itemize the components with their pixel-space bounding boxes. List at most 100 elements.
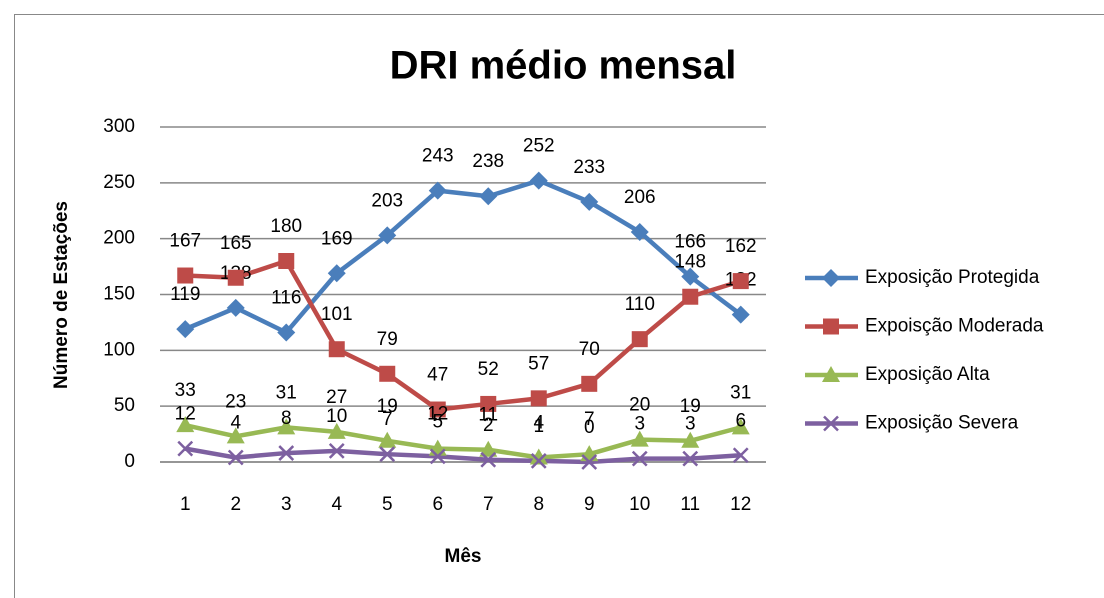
- marker: [479, 187, 498, 206]
- marker: [630, 222, 649, 241]
- data-label: 12: [427, 404, 448, 425]
- data-label: 169: [321, 228, 353, 249]
- data-label: 7: [584, 409, 595, 430]
- marker: [581, 375, 598, 392]
- x-tick-label: 2: [230, 494, 241, 515]
- data-label: 233: [573, 157, 605, 178]
- series-line: [185, 258, 742, 412]
- marker: [480, 395, 497, 412]
- data-label: 252: [523, 136, 555, 157]
- marker: [580, 192, 599, 211]
- marker: [479, 440, 498, 457]
- data-label: 101: [321, 304, 353, 325]
- y-tick-label: 50: [114, 395, 135, 416]
- marker: [630, 430, 649, 447]
- data-label: 238: [472, 151, 504, 172]
- x-axis-label: Mês: [445, 546, 482, 567]
- x-tick-label: 11: [680, 494, 700, 515]
- data-label: 31: [730, 382, 751, 403]
- data-label: 3: [634, 414, 645, 435]
- data-label: 167: [169, 231, 201, 252]
- marker: [327, 264, 346, 283]
- marker: [530, 390, 547, 407]
- marker: [429, 448, 446, 465]
- data-label: 165: [220, 233, 252, 254]
- data-label: 119: [170, 284, 200, 305]
- x-tick-label: 6: [432, 494, 443, 515]
- series-line: [184, 422, 742, 460]
- marker: [226, 298, 245, 317]
- y-tick-label: 0: [124, 451, 135, 472]
- data-label: 148: [674, 252, 706, 273]
- marker: [823, 318, 839, 335]
- data-label: 8: [281, 408, 292, 429]
- data-label: 162: [725, 236, 757, 257]
- marker: [732, 447, 749, 464]
- marker: [732, 273, 749, 290]
- x-tick-label: 8: [533, 494, 544, 515]
- x-tick-label: 3: [281, 494, 292, 515]
- data-label: 27: [326, 387, 347, 408]
- marker: [681, 431, 700, 448]
- x-tick-label: 5: [382, 494, 393, 515]
- data-label: 70: [579, 339, 600, 360]
- marker: [328, 442, 345, 459]
- data-label: 52: [478, 359, 499, 380]
- data-label: 243: [422, 146, 454, 167]
- y-tick-label: 250: [103, 172, 135, 193]
- data-label: 203: [371, 190, 403, 211]
- legend-label: Exposição Alta: [865, 364, 990, 385]
- marker: [631, 450, 648, 467]
- data-label: 23: [225, 391, 246, 412]
- marker: [379, 446, 396, 463]
- marker: [328, 341, 345, 358]
- legend-label: Exposição Protegida: [865, 267, 1040, 288]
- data-label: 0: [584, 417, 595, 438]
- marker: [278, 253, 295, 269]
- data-label: 31: [276, 382, 297, 403]
- data-label: 180: [270, 216, 302, 237]
- marker: [823, 415, 839, 432]
- y-tick-label: 300: [103, 116, 135, 137]
- marker: [529, 448, 548, 465]
- marker: [529, 171, 548, 190]
- marker: [682, 450, 699, 467]
- marker: [379, 365, 396, 382]
- data-label: 166: [674, 232, 706, 253]
- data-label: 116: [271, 287, 301, 308]
- marker: [277, 323, 296, 342]
- marker: [227, 449, 244, 466]
- marker: [277, 418, 296, 435]
- data-label: 11: [478, 405, 498, 426]
- marker: [429, 401, 446, 418]
- marker: [822, 269, 840, 287]
- x-tick-label: 1: [180, 494, 191, 515]
- marker: [227, 269, 244, 286]
- data-label: 2: [483, 415, 494, 436]
- marker: [428, 181, 447, 200]
- marker: [731, 305, 750, 324]
- legend-label: Expoisção Moderada: [865, 316, 1044, 337]
- data-label: 1: [533, 416, 544, 437]
- marker: [480, 451, 497, 468]
- marker: [177, 440, 194, 457]
- marker: [327, 422, 346, 439]
- marker: [176, 320, 195, 339]
- y-tick-label: 150: [103, 284, 135, 305]
- series-line: [184, 446, 741, 465]
- marker: [530, 452, 547, 469]
- marker: [822, 366, 840, 382]
- marker: [226, 427, 245, 444]
- marker: [278, 445, 295, 461]
- data-label: 7: [382, 409, 393, 430]
- chart-border: [14, 14, 1104, 598]
- data-label: 19: [680, 396, 701, 417]
- y-tick-label: 200: [103, 228, 135, 249]
- data-label: 57: [528, 353, 549, 374]
- data-label: 12: [175, 404, 196, 425]
- marker: [177, 267, 194, 284]
- data-label: 5: [432, 411, 443, 432]
- series-line: [184, 178, 743, 335]
- y-tick-label: 100: [103, 339, 135, 360]
